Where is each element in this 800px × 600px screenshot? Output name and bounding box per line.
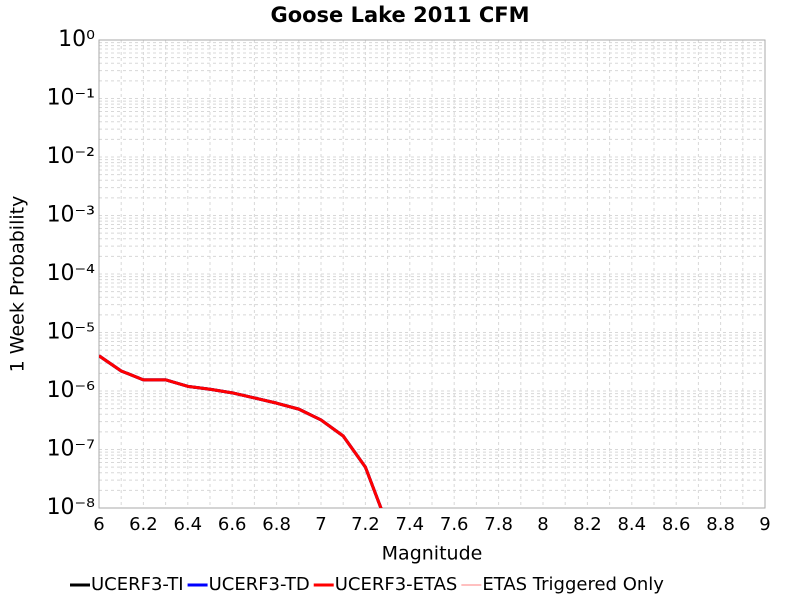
x-tick-label: 8.6 xyxy=(662,514,691,535)
plot-border xyxy=(98,39,766,509)
legend-label: UCERF3-TI xyxy=(91,574,184,595)
y-tick-label: 10⁰ xyxy=(58,27,95,52)
y-tick-label: 10⁻¹ xyxy=(47,86,95,111)
x-tick-label: 8.4 xyxy=(617,514,646,535)
y-tick-label: 10⁻² xyxy=(47,144,95,169)
x-tick-label: 7 xyxy=(315,514,326,535)
legend-label: UCERF3-TD xyxy=(209,574,310,595)
x-tick-label: 8.2 xyxy=(573,514,602,535)
x-tick-label: 9 xyxy=(759,514,770,535)
x-tick-label: 8 xyxy=(537,514,548,535)
legend-label: ETAS Triggered Only xyxy=(482,574,664,595)
x-tick-label: 6.4 xyxy=(173,514,202,535)
y-tick-label: 10⁻⁵ xyxy=(47,320,95,345)
chart-title: Goose Lake 2011 CFM xyxy=(270,3,529,27)
series-line xyxy=(99,354,383,508)
x-tick-label: 6.2 xyxy=(129,514,158,535)
y-tick-label: 10⁻⁸ xyxy=(47,495,96,520)
x-tick-label: 6.8 xyxy=(262,514,291,535)
x-tick-label: 7.8 xyxy=(484,514,513,535)
x-tick-label: 7.6 xyxy=(440,514,469,535)
x-tick-label: 8.8 xyxy=(706,514,735,535)
x-tick-label: 6 xyxy=(93,514,104,535)
x-tick-label: 7.2 xyxy=(351,514,380,535)
x-axis-label: Magnitude xyxy=(382,543,483,565)
y-tick-label: 10⁻³ xyxy=(47,203,95,228)
x-tick-label: 7.4 xyxy=(395,514,424,535)
y-tick-label: 10⁻⁷ xyxy=(47,437,95,462)
x-tick-label: 6.6 xyxy=(218,514,247,535)
legend-label: UCERF3-ETAS xyxy=(335,574,458,595)
y-tick-label: 10⁻⁶ xyxy=(47,378,96,403)
legend: UCERF3-TI UCERF3-TD UCERF3-ETAS ETAS Trigge… xyxy=(70,574,664,595)
y-axis-label: 1 Week Probability xyxy=(7,196,29,373)
y-tick-label: 10⁻⁴ xyxy=(47,261,96,286)
